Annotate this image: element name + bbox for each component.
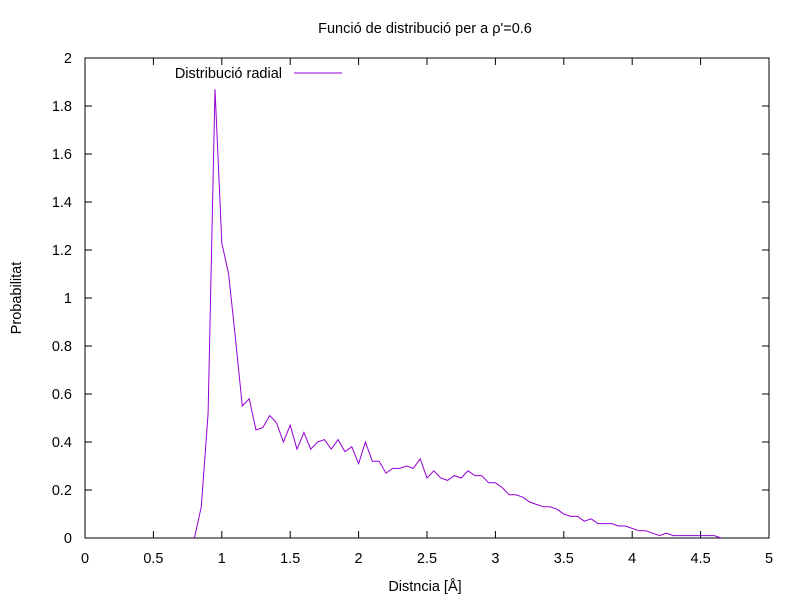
- x-tick-label: 5: [765, 551, 773, 567]
- y-tick-label: 1: [64, 291, 72, 307]
- y-tick-label: 0.2: [52, 483, 72, 499]
- series-line: [193, 89, 722, 539]
- x-tick-label: 0.5: [143, 551, 163, 567]
- plot-frame: [84, 57, 770, 539]
- x-tick-label: 1.5: [280, 551, 300, 567]
- x-tick-label: 2: [355, 551, 363, 567]
- y-tick-label: 0.4: [52, 435, 72, 451]
- y-tick-label: 1.6: [52, 147, 72, 163]
- legend-label: Distribució radial: [175, 66, 282, 82]
- y-axis-ticks: 0 0.2 0.4 0.6 0.8 1 1.2 1.4 1.6 1.8 2: [52, 51, 769, 547]
- series-layer: [193, 89, 722, 539]
- y-tick-label: 0.6: [52, 387, 72, 403]
- x-tick-label: 4: [628, 551, 636, 567]
- y-axis-label: Probabilitat: [9, 262, 25, 335]
- y-tick-label: 1.2: [52, 243, 72, 259]
- x-tick-label: 0: [81, 551, 89, 567]
- y-tick-label: 0: [64, 531, 72, 547]
- chart-title: Funció de distribució per a ρ'=0.6: [318, 21, 532, 37]
- x-tick-label: 1: [218, 551, 226, 567]
- x-tick-label: 3: [491, 551, 499, 567]
- y-tick-label: 1.8: [52, 99, 72, 115]
- y-tick-label: 2: [64, 51, 72, 67]
- y-tick-label: 1.4: [52, 195, 72, 211]
- legend: Distribució radial: [175, 66, 342, 82]
- x-tick-label: 4.5: [691, 551, 711, 567]
- x-axis-label: Distncia [Å]: [388, 578, 461, 595]
- x-axis-ticks: 0 0.5 1 1.5 2 2.5 3 3.5 4 4.5 5: [81, 58, 773, 567]
- x-tick-label: 3.5: [554, 551, 574, 567]
- y-tick-label: 0.8: [52, 339, 72, 355]
- x-tick-label: 2.5: [417, 551, 437, 567]
